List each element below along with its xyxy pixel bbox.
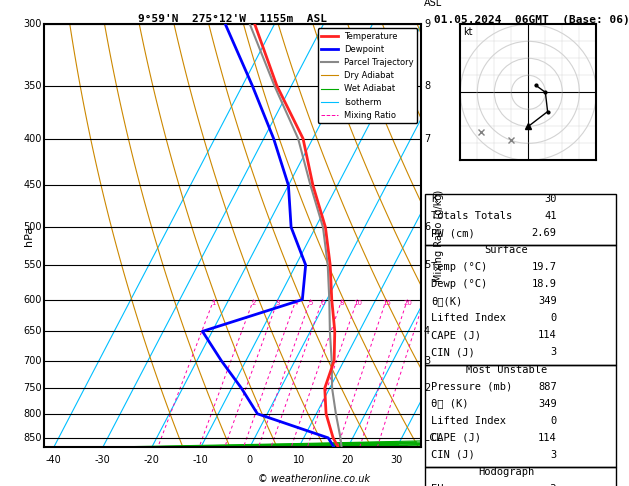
- Text: © weatheronline.co.uk: © weatheronline.co.uk: [259, 473, 370, 484]
- Text: 30: 30: [544, 194, 557, 205]
- Text: 4: 4: [294, 299, 298, 306]
- Text: 9: 9: [424, 19, 430, 29]
- Text: CAPE (J): CAPE (J): [431, 433, 481, 443]
- Text: 650: 650: [23, 327, 42, 336]
- Text: Temp (°C): Temp (°C): [431, 262, 487, 273]
- Text: 114: 114: [538, 433, 557, 443]
- Text: 20: 20: [342, 455, 354, 465]
- Text: Pressure (mb): Pressure (mb): [431, 382, 512, 392]
- Text: 300: 300: [23, 19, 42, 29]
- Text: hPa: hPa: [25, 226, 35, 246]
- Text: 10: 10: [292, 455, 305, 465]
- Text: 0: 0: [247, 455, 253, 465]
- Text: Totals Totals: Totals Totals: [431, 211, 512, 222]
- Text: CAPE (J): CAPE (J): [431, 330, 481, 341]
- Text: 3: 3: [550, 450, 557, 460]
- Text: 1: 1: [211, 299, 216, 306]
- Text: 2.69: 2.69: [532, 228, 557, 239]
- Text: LCL: LCL: [424, 433, 442, 443]
- Text: 750: 750: [23, 383, 42, 393]
- Text: 887: 887: [538, 382, 557, 392]
- Text: PW (cm): PW (cm): [431, 228, 475, 239]
- Text: 20: 20: [403, 299, 412, 306]
- Text: 114: 114: [538, 330, 557, 341]
- Text: 5: 5: [308, 299, 313, 306]
- Text: 700: 700: [23, 356, 42, 366]
- Text: 2: 2: [424, 383, 430, 393]
- Text: 5: 5: [424, 260, 430, 270]
- Text: -20: -20: [144, 455, 160, 465]
- Text: θᴄ(K): θᴄ(K): [431, 296, 462, 307]
- Text: 500: 500: [23, 222, 42, 232]
- Text: 6: 6: [424, 222, 430, 232]
- Text: 450: 450: [23, 180, 42, 191]
- Text: 800: 800: [23, 409, 42, 419]
- Text: 3: 3: [276, 299, 281, 306]
- Title: 9°59'N  275°12'W  1155m  ASL: 9°59'N 275°12'W 1155m ASL: [138, 14, 327, 23]
- Text: -30: -30: [95, 455, 111, 465]
- Text: 8: 8: [424, 81, 430, 90]
- Text: 550: 550: [23, 260, 42, 270]
- Text: CIN (J): CIN (J): [431, 450, 475, 460]
- Text: Lifted Index: Lifted Index: [431, 416, 506, 426]
- Text: 350: 350: [23, 81, 42, 90]
- Text: 4: 4: [424, 327, 430, 336]
- Text: 3: 3: [424, 356, 430, 366]
- Text: K: K: [431, 194, 437, 205]
- Text: Dewp (°C): Dewp (°C): [431, 279, 487, 290]
- Text: kt: kt: [463, 27, 472, 37]
- Text: 01.05.2024  06GMT  (Base: 06): 01.05.2024 06GMT (Base: 06): [434, 15, 629, 25]
- Text: 400: 400: [23, 134, 42, 143]
- Legend: Temperature, Dewpoint, Parcel Trajectory, Dry Adiabat, Wet Adiabat, Isotherm, Mi: Temperature, Dewpoint, Parcel Trajectory…: [318, 29, 417, 123]
- Text: 0: 0: [550, 313, 557, 324]
- Text: 3: 3: [550, 347, 557, 358]
- Text: 18.9: 18.9: [532, 279, 557, 290]
- Text: 30: 30: [391, 455, 403, 465]
- Text: Hodograph: Hodograph: [478, 467, 535, 477]
- Text: 349: 349: [538, 296, 557, 307]
- Text: 349: 349: [538, 399, 557, 409]
- Text: CIN (J): CIN (J): [431, 347, 475, 358]
- Text: -3: -3: [544, 484, 557, 486]
- Text: 41: 41: [544, 211, 557, 222]
- Text: θᴄ (K): θᴄ (K): [431, 399, 469, 409]
- Text: km
ASL: km ASL: [424, 0, 442, 8]
- Text: 2: 2: [252, 299, 256, 306]
- Text: 6: 6: [320, 299, 325, 306]
- Text: Most Unstable: Most Unstable: [465, 364, 547, 375]
- Text: 19.7: 19.7: [532, 262, 557, 273]
- Text: Lifted Index: Lifted Index: [431, 313, 506, 324]
- Text: 850: 850: [23, 433, 42, 443]
- Text: Surface: Surface: [484, 245, 528, 256]
- Text: 10: 10: [353, 299, 362, 306]
- Text: 7: 7: [424, 134, 430, 143]
- Text: 8: 8: [340, 299, 344, 306]
- Text: Mixing Ratio (g/kg): Mixing Ratio (g/kg): [433, 190, 443, 282]
- Text: -10: -10: [193, 455, 209, 465]
- Text: 15: 15: [382, 299, 391, 306]
- Text: -40: -40: [46, 455, 62, 465]
- Text: EH: EH: [431, 484, 443, 486]
- Text: 0: 0: [550, 416, 557, 426]
- Text: 600: 600: [23, 295, 42, 305]
